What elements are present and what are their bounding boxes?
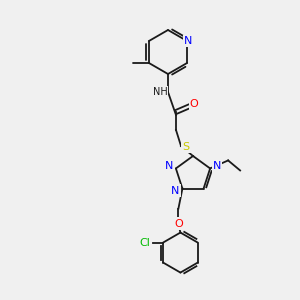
Text: O: O [190,99,198,109]
Text: O: O [174,219,183,229]
Text: NH: NH [153,87,167,97]
Text: N: N [171,186,180,196]
Text: S: S [182,142,190,152]
Text: N: N [184,36,192,46]
Text: N: N [165,161,173,171]
Text: Cl: Cl [140,238,151,248]
Text: N: N [213,161,221,171]
